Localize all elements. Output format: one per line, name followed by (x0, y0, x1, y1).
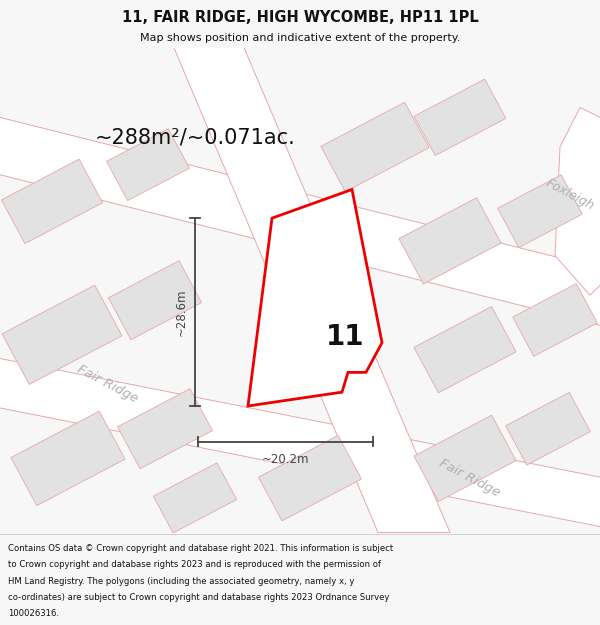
Polygon shape (1, 159, 103, 244)
Text: Fair Ridge: Fair Ridge (437, 457, 503, 499)
Polygon shape (321, 102, 429, 192)
Text: co-ordinates) are subject to Crown copyright and database rights 2023 Ordnance S: co-ordinates) are subject to Crown copyr… (8, 593, 389, 602)
Text: 11, FAIR RIDGE, HIGH WYCOMBE, HP11 1PL: 11, FAIR RIDGE, HIGH WYCOMBE, HP11 1PL (122, 9, 478, 24)
Polygon shape (170, 38, 450, 532)
Text: Contains OS data © Crown copyright and database right 2021. This information is : Contains OS data © Crown copyright and d… (8, 544, 393, 552)
Polygon shape (248, 189, 382, 406)
Text: ~28.6m: ~28.6m (175, 288, 187, 336)
Polygon shape (506, 392, 590, 465)
Text: 100026316.: 100026316. (8, 609, 59, 619)
Text: Map shows position and indicative extent of the property.: Map shows position and indicative extent… (140, 32, 460, 43)
Text: HM Land Registry. The polygons (including the associated geometry, namely x, y: HM Land Registry. The polygons (includin… (8, 576, 354, 586)
Polygon shape (0, 354, 600, 532)
Polygon shape (109, 261, 202, 340)
Polygon shape (11, 411, 125, 506)
Text: 11: 11 (326, 324, 364, 351)
Polygon shape (555, 107, 600, 295)
Polygon shape (399, 198, 501, 284)
Text: Foxleigh: Foxleigh (544, 176, 596, 212)
Text: Fair Ridge: Fair Ridge (76, 362, 140, 406)
Polygon shape (107, 129, 190, 201)
Text: ~20.2m: ~20.2m (262, 453, 309, 466)
Polygon shape (414, 79, 506, 156)
Polygon shape (414, 306, 516, 392)
Polygon shape (512, 284, 598, 356)
Text: to Crown copyright and database rights 2023 and is reproduced with the permissio: to Crown copyright and database rights 2… (8, 560, 381, 569)
Polygon shape (259, 436, 361, 521)
Text: ~288m²/~0.071ac.: ~288m²/~0.071ac. (95, 127, 295, 147)
Polygon shape (0, 112, 600, 333)
Polygon shape (118, 389, 212, 469)
Polygon shape (154, 463, 236, 533)
Polygon shape (414, 415, 516, 501)
Polygon shape (497, 175, 583, 248)
Polygon shape (2, 285, 122, 384)
